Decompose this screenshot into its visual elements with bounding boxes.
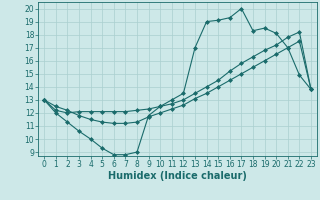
X-axis label: Humidex (Indice chaleur): Humidex (Indice chaleur)	[108, 171, 247, 181]
